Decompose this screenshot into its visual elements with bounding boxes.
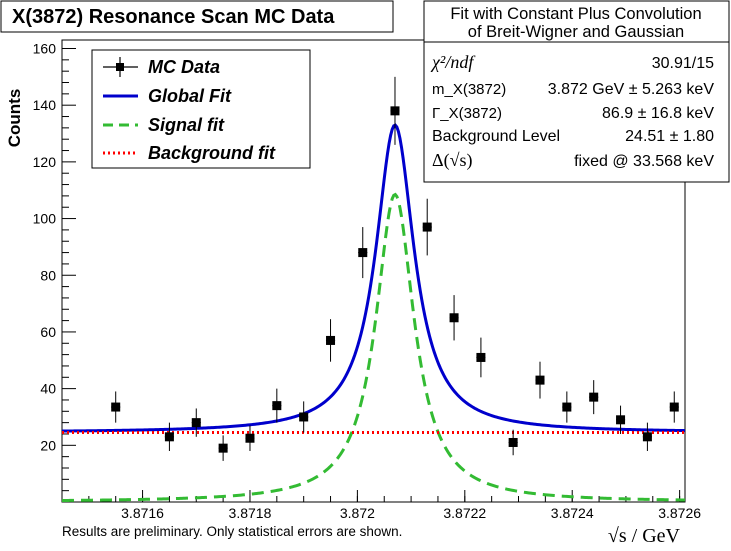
marker <box>535 375 545 385</box>
x-tick-label-5: 3.8726 <box>658 505 701 521</box>
y-tick-label-2: 60 <box>40 324 56 340</box>
stats-value-background: 24.51 ± 1.80 <box>625 128 714 145</box>
x-tick-label-2: 3.872 <box>340 505 375 521</box>
data-points <box>111 76 679 461</box>
stats-label-background: Background Level <box>432 128 560 145</box>
y-tick-label-5: 120 <box>33 154 57 170</box>
legend-label-signal-fit: Signal fit <box>148 115 225 135</box>
x-tick-label-4: 3.8724 <box>551 505 594 521</box>
stats-value-mass: 3.872 GeV ± 5.263 keV <box>548 81 715 98</box>
data-point-16 <box>589 380 599 415</box>
y-axis-label: Counts <box>5 89 24 148</box>
legend-label-mc-data: MC Data <box>148 57 220 77</box>
data-point-12 <box>476 337 486 378</box>
data-point-4 <box>245 425 255 451</box>
x-tick-label-0: 3.8716 <box>121 505 164 521</box>
marker <box>272 401 282 411</box>
stats-header-line2: of Breit-Wigner and Gaussian <box>468 23 684 41</box>
y-tick-label-4: 100 <box>33 211 57 227</box>
y-tick-label-1: 40 <box>40 381 56 397</box>
axis-ticks: 3.8716 3.8718 3.872 3.8722 3.8724 3.8726 20 40 6… <box>33 41 702 521</box>
data-point-2 <box>191 408 201 437</box>
marker <box>390 106 400 116</box>
data-point-18 <box>642 422 652 451</box>
chart-title-box: X(3872) Resonance Scan MC Data <box>0 0 394 33</box>
marker <box>218 443 228 453</box>
marker <box>326 335 336 345</box>
fit-stats-box: Fit with Constant Plus Convolution of Br… <box>423 0 730 183</box>
stats-value-chi2: 30.91/15 <box>652 55 714 72</box>
marker <box>422 222 432 232</box>
data-point-13 <box>508 429 518 456</box>
legend-label-background-fit: Background fit <box>148 143 276 163</box>
stats-label-energy-spread: Δ(√s) <box>432 150 472 171</box>
marker <box>508 437 518 447</box>
legend-marker-mc-data <box>103 57 138 77</box>
data-point-7 <box>325 319 336 362</box>
x-tick-label-3: 3.8722 <box>443 505 486 521</box>
marker <box>669 402 679 412</box>
marker <box>111 402 121 412</box>
x-axis-label: √s / GeV <box>608 525 681 547</box>
legend-label-global-fit: Global Fit <box>148 86 232 106</box>
marker <box>449 313 459 323</box>
y-tick-label-3: 80 <box>40 267 56 283</box>
data-point-19 <box>669 391 679 423</box>
data-point-5 <box>272 388 282 423</box>
data-point-8 <box>358 227 368 279</box>
marker <box>164 432 174 442</box>
marker <box>299 412 309 422</box>
marker <box>476 352 486 362</box>
data-point-9 <box>390 76 400 145</box>
data-point-17 <box>615 405 626 434</box>
y-tick-label-6: 140 <box>33 97 57 113</box>
marker <box>589 392 599 402</box>
x-tick-label-1: 3.8718 <box>229 505 272 521</box>
curve-signal-fit <box>62 192 685 502</box>
marker <box>358 248 368 258</box>
stats-label-chi2: χ²/ndf <box>430 52 476 72</box>
legend: MC Data Global Fit Signal fit Background… <box>91 49 311 169</box>
data-point-15 <box>562 391 572 423</box>
marker <box>191 418 201 428</box>
y-tick-label-0: 20 <box>40 437 56 453</box>
data-point-14 <box>535 361 545 399</box>
stats-value-width: 86.9 ± 16.8 keV <box>602 105 714 122</box>
stats-header-line1: Fit with Constant Plus Convolution <box>450 5 701 23</box>
marker <box>562 402 572 412</box>
stats-label-width: Γ_X(3872) <box>432 105 502 122</box>
marker <box>642 432 652 442</box>
stats-value-energy-spread: fixed @ 33.568 keV <box>574 153 714 170</box>
chart-title: X(3872) Resonance Scan MC Data <box>12 6 335 28</box>
data-point-1 <box>164 422 174 451</box>
data-point-11 <box>449 295 459 341</box>
curve-global-fit <box>62 123 685 433</box>
marker <box>245 433 255 443</box>
data-point-3 <box>218 435 228 461</box>
data-point-6 <box>299 401 309 433</box>
data-point-0 <box>111 391 121 423</box>
data-point-10 <box>422 198 432 256</box>
footnote: Results are preliminary. Only statistica… <box>62 524 403 539</box>
stats-label-mass: m_X(3872) <box>432 81 506 98</box>
plot-frame <box>61 39 686 503</box>
y-tick-label-7: 160 <box>33 41 57 57</box>
fit-curves <box>62 123 685 502</box>
marker <box>616 415 626 425</box>
